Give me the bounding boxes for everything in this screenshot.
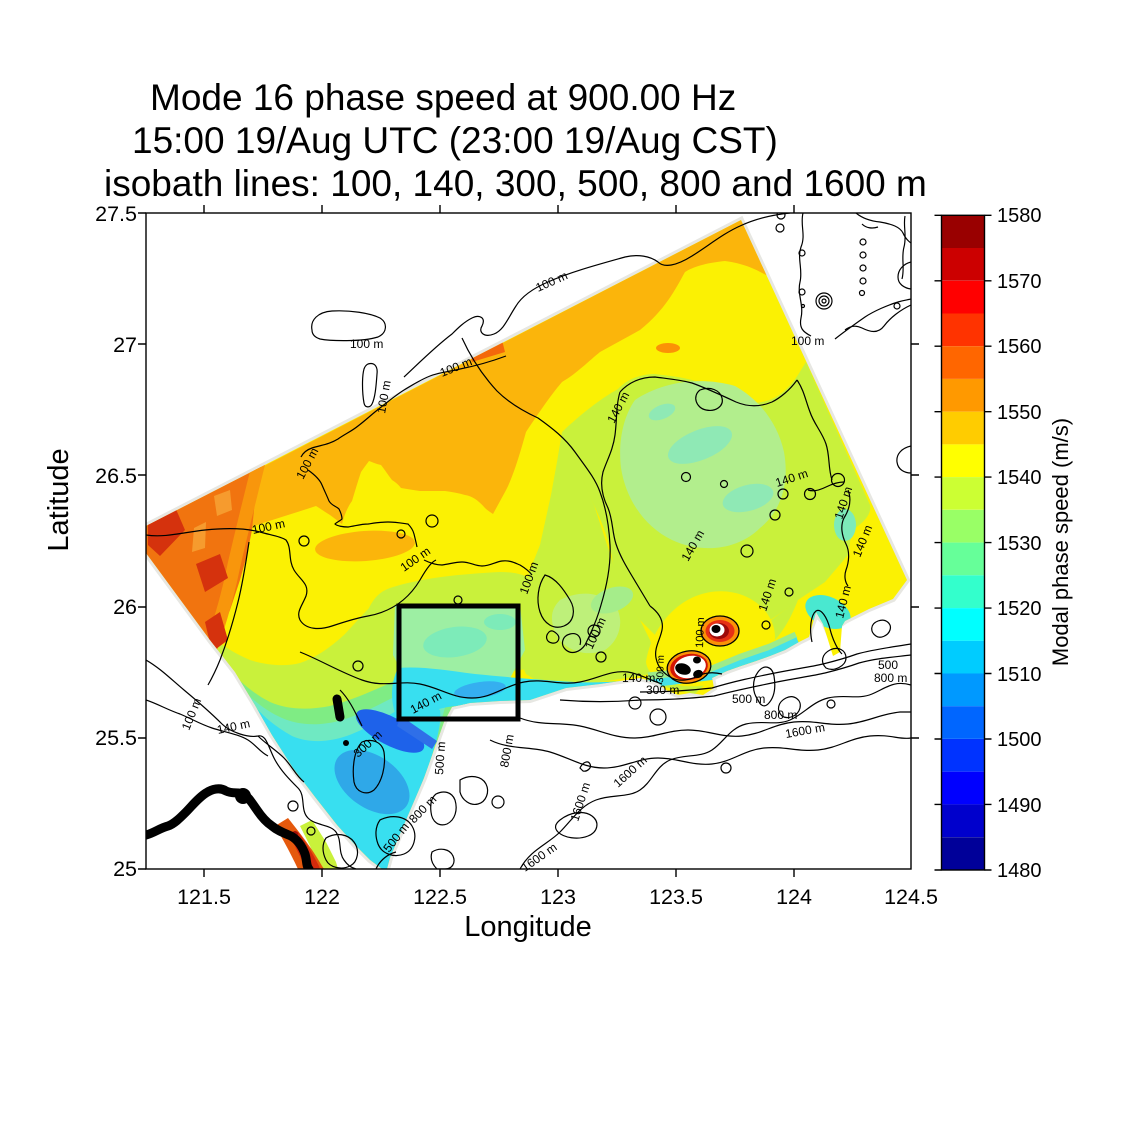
svg-text:100 m: 100 m bbox=[350, 337, 383, 351]
svg-text:800 m: 800 m bbox=[764, 708, 797, 722]
svg-text:300 m: 300 m bbox=[655, 655, 667, 683]
svg-text:100 m: 100 m bbox=[694, 617, 707, 648]
svg-text:isobath lines: 100, 140, 300,: isobath lines: 100, 140, 300, 500, 800 a… bbox=[104, 163, 927, 204]
svg-text:27: 27 bbox=[113, 333, 137, 357]
svg-text:27.5: 27.5 bbox=[95, 202, 137, 226]
svg-text:Modal phase speed (m/s): Modal phase speed (m/s) bbox=[1048, 418, 1073, 666]
svg-text:25: 25 bbox=[113, 857, 137, 881]
svg-text:1550: 1550 bbox=[997, 402, 1042, 424]
svg-text:100 m: 100 m bbox=[791, 334, 824, 348]
svg-text:500 m: 500 m bbox=[432, 741, 448, 775]
svg-text:500: 500 bbox=[878, 658, 898, 672]
svg-text:1480: 1480 bbox=[997, 860, 1042, 882]
svg-text:26: 26 bbox=[113, 595, 137, 619]
svg-text:100 m: 100 m bbox=[374, 379, 394, 414]
svg-text:1570: 1570 bbox=[997, 271, 1042, 293]
svg-text:25.5: 25.5 bbox=[95, 726, 137, 750]
svg-text:1600 m: 1600 m bbox=[568, 781, 594, 823]
svg-text:123.5: 123.5 bbox=[649, 885, 703, 909]
svg-text:1500: 1500 bbox=[997, 729, 1042, 751]
svg-text:300 m: 300 m bbox=[646, 683, 679, 697]
svg-text:500 m: 500 m bbox=[732, 692, 765, 706]
svg-text:1580: 1580 bbox=[997, 205, 1042, 227]
svg-text:123: 123 bbox=[540, 885, 576, 909]
svg-text:122: 122 bbox=[304, 885, 340, 909]
svg-text:121.5: 121.5 bbox=[177, 885, 231, 909]
svg-text:1540: 1540 bbox=[997, 467, 1042, 489]
svg-text:140 m: 140 m bbox=[216, 716, 252, 737]
svg-text:1530: 1530 bbox=[997, 533, 1042, 555]
svg-text:122.5: 122.5 bbox=[413, 885, 467, 909]
svg-text:1600 m: 1600 m bbox=[784, 720, 826, 741]
svg-text:140 m: 140 m bbox=[622, 671, 655, 685]
svg-text:15:00 19/Aug UTC (23:00 19/Aug: 15:00 19/Aug UTC (23:00 19/Aug CST) bbox=[132, 120, 778, 161]
svg-text:1600 m: 1600 m bbox=[611, 753, 650, 790]
svg-text:100 m: 100 m bbox=[251, 516, 287, 537]
svg-text:800 m: 800 m bbox=[874, 671, 907, 685]
svg-text:Mode 16 phase speed at 900.00: Mode 16 phase speed at 900.00 Hz bbox=[150, 77, 736, 118]
svg-text:Longitude: Longitude bbox=[464, 911, 591, 943]
svg-text:124: 124 bbox=[776, 885, 812, 909]
svg-text:1490: 1490 bbox=[997, 795, 1042, 817]
svg-text:1520: 1520 bbox=[997, 598, 1042, 620]
svg-text:800 m: 800 m bbox=[497, 733, 517, 768]
svg-text:124.5: 124.5 bbox=[884, 885, 938, 909]
svg-text:1560: 1560 bbox=[997, 336, 1042, 358]
svg-text:Latitude: Latitude bbox=[43, 448, 75, 551]
svg-text:1510: 1510 bbox=[997, 664, 1042, 686]
svg-text:100 m: 100 m bbox=[179, 696, 204, 732]
svg-text:100 m: 100 m bbox=[534, 268, 570, 294]
svg-text:26.5: 26.5 bbox=[95, 464, 137, 488]
